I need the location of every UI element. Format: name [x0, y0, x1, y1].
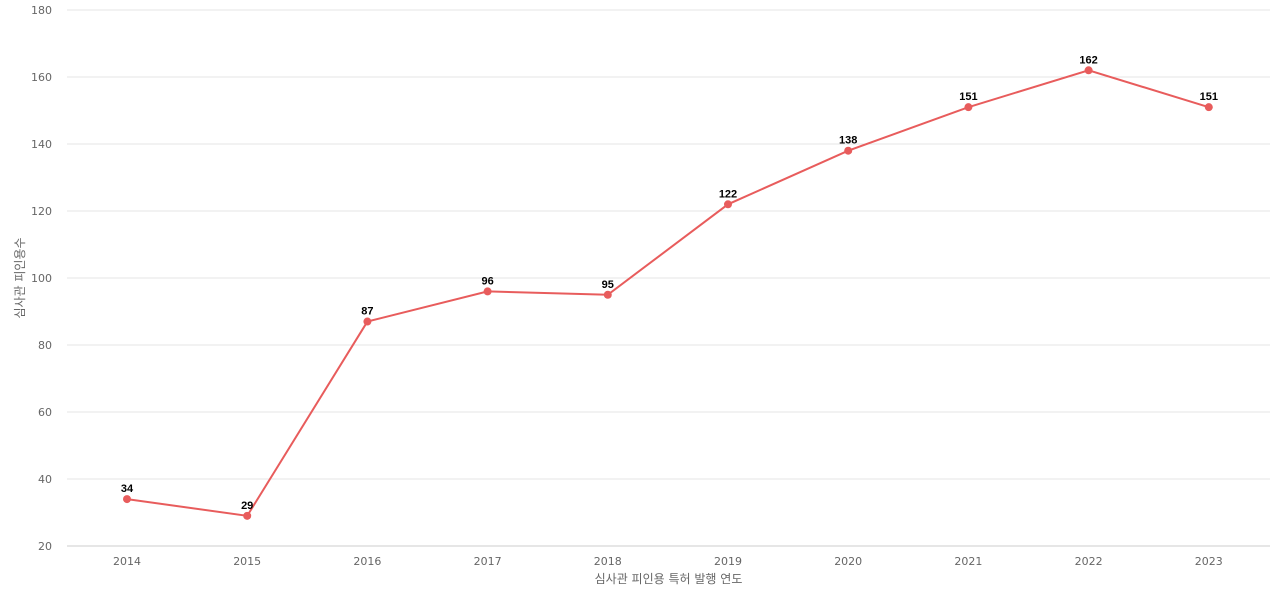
x-tick-label: 2023	[1195, 555, 1223, 568]
x-tick-label: 2014	[113, 555, 141, 568]
y-axis-title: 심사관 피인용수	[13, 237, 27, 318]
data-label: 95	[602, 279, 614, 291]
x-axis-title: 심사관 피인용 특허 발행 연도	[595, 571, 743, 586]
data-label: 34	[121, 483, 134, 495]
y-tick-label: 140	[31, 138, 52, 151]
data-label: 29	[241, 500, 253, 512]
x-tick-label: 2017	[474, 555, 502, 568]
data-point[interactable]	[964, 103, 973, 112]
data-label: 96	[481, 275, 493, 287]
series-layer	[123, 66, 1213, 520]
x-tick-label: 2022	[1075, 555, 1103, 568]
data-point[interactable]	[844, 146, 853, 155]
data-point[interactable]	[603, 290, 612, 299]
x-tick-label: 2018	[594, 555, 622, 568]
x-tick-label: 2020	[834, 555, 862, 568]
x-axis-ticks: 2014 2015 2016 2017 2018 2019 2020 2021 2022 2023	[113, 555, 1223, 568]
data-point[interactable]	[1204, 103, 1213, 112]
data-point[interactable]	[243, 511, 252, 520]
x-tick-label: 2021	[954, 555, 982, 568]
data-point[interactable]	[724, 200, 732, 209]
data-point[interactable]	[363, 317, 372, 326]
y-tick-label: 60	[38, 406, 52, 419]
y-tick-label: 180	[31, 4, 52, 17]
y-tick-label: 20	[38, 540, 52, 553]
x-tick-label: 2016	[353, 555, 381, 568]
data-point[interactable]	[483, 287, 492, 296]
x-tick-label: 2015	[233, 555, 261, 568]
series-line	[126, 69, 1210, 517]
data-point[interactable]	[1084, 66, 1093, 75]
data-label: 151	[959, 91, 977, 103]
grid-lines	[67, 9, 1270, 480]
data-label: 162	[1079, 54, 1097, 66]
y-axis-ticks: 20 40 60 80 100 120 140 160 180	[31, 4, 52, 553]
y-tick-label: 160	[31, 71, 52, 84]
data-label: 87	[361, 306, 373, 318]
data-labels: 34 29 87 96 95 122 138 151 162 151	[121, 54, 1218, 512]
data-label: 122	[719, 188, 737, 200]
y-tick-label: 40	[38, 473, 52, 486]
y-tick-label: 80	[38, 339, 52, 352]
y-tick-label: 120	[31, 205, 52, 218]
x-tick-label: 2019	[714, 555, 742, 568]
data-point[interactable]	[123, 495, 131, 504]
data-label: 138	[839, 135, 857, 147]
y-tick-label: 100	[31, 272, 52, 285]
data-label: 151	[1200, 91, 1218, 103]
